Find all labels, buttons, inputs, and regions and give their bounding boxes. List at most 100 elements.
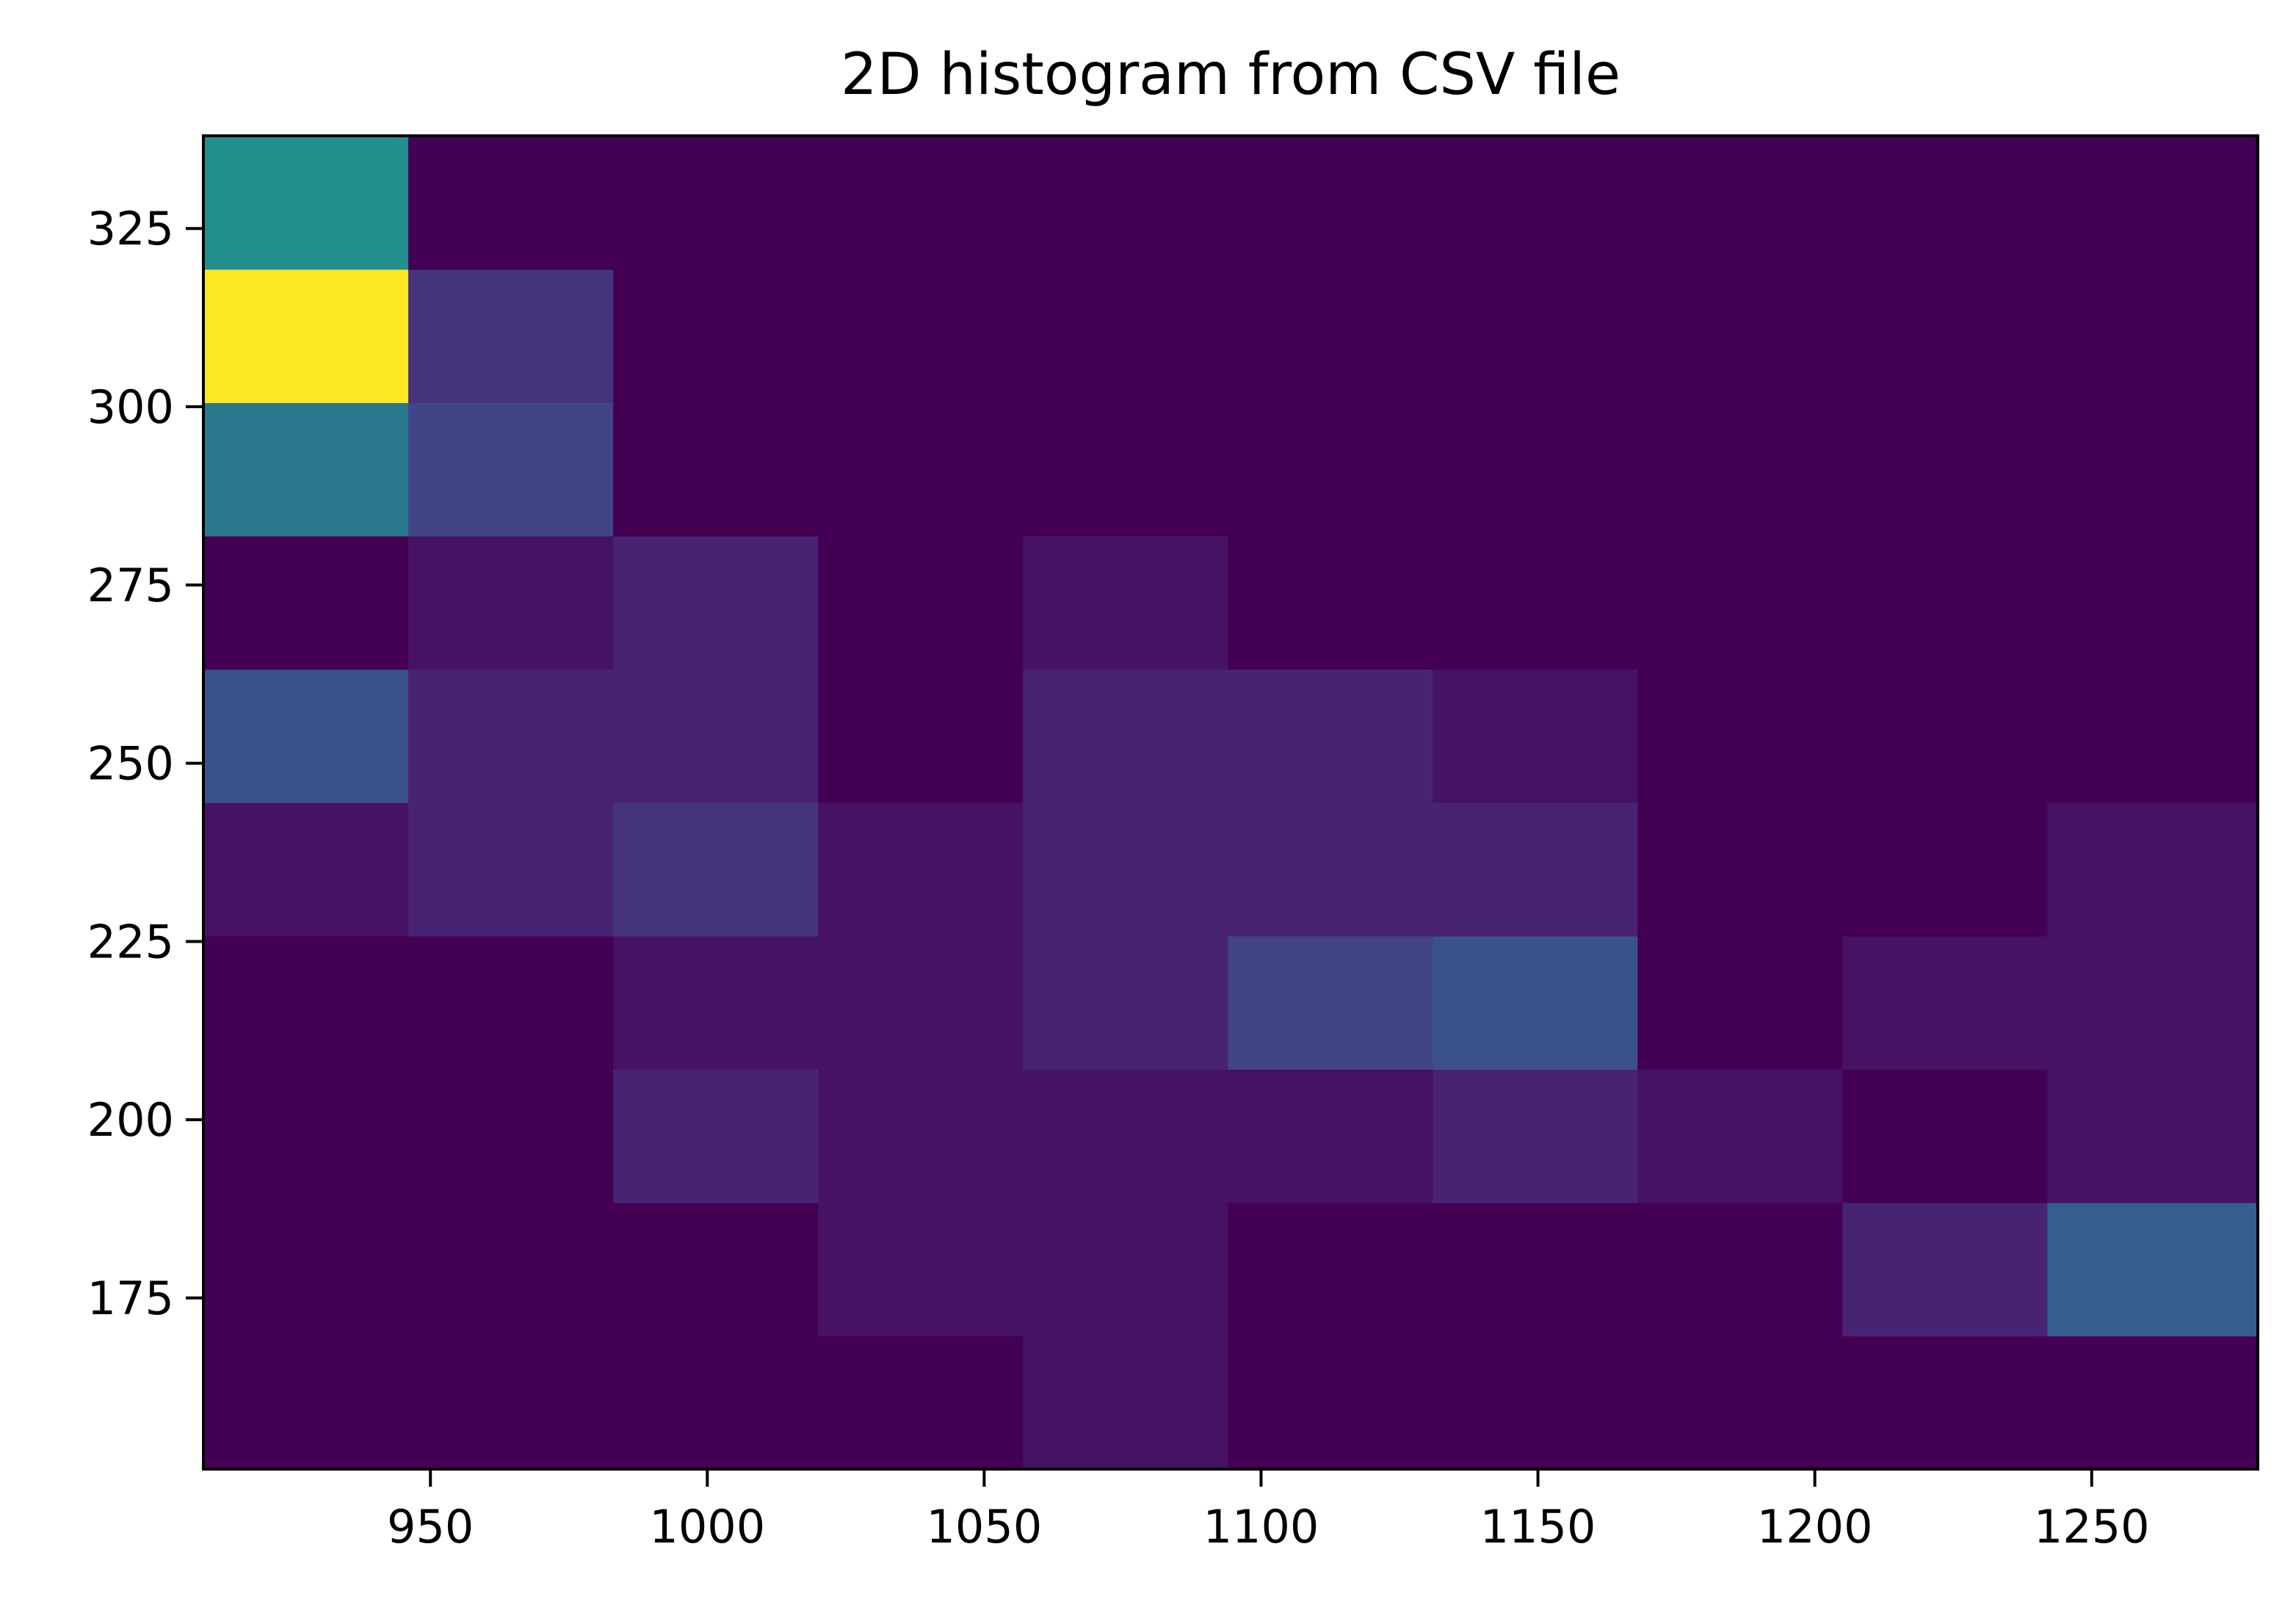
histogram-cell-r1-c3 xyxy=(818,1202,1024,1337)
histogram-cell-r1-c8 xyxy=(1842,1202,2049,1337)
histogram-cell-r3-c8 xyxy=(1842,935,2049,1070)
histogram-cell-r9-c0 xyxy=(203,136,409,270)
histogram-cell-r9-c3 xyxy=(818,136,1024,270)
histogram-cell-r8-c5 xyxy=(1228,269,1434,403)
histogram-cell-r9-c2 xyxy=(613,136,819,270)
histogram-cell-r1-c7 xyxy=(1637,1202,1844,1337)
histogram-cell-r7-c3 xyxy=(818,402,1024,537)
x-tick-label: 1250 xyxy=(2034,1500,2150,1554)
histogram-cell-r9-c6 xyxy=(1433,136,1639,270)
histogram-cell-r5-c9 xyxy=(2047,669,2259,803)
histogram-cell-r8-c7 xyxy=(1637,269,1844,403)
x-tick-label: 950 xyxy=(387,1500,474,1554)
y-axis: 175 200 225 250 275 300 325 xyxy=(87,202,203,1325)
histogram-cell-r0-c8 xyxy=(1842,1335,2049,1470)
histogram-cell-r7-c5 xyxy=(1228,402,1434,537)
histogram-cell-r4-c3 xyxy=(818,802,1024,937)
histogram-cell-r4-c4 xyxy=(1023,802,1229,937)
histogram-cell-r6-c4 xyxy=(1023,535,1229,670)
histogram-cell-r3-c0 xyxy=(203,935,409,1070)
histogram-cell-r4-c7 xyxy=(1637,802,1844,937)
histogram-cell-r5-c7 xyxy=(1637,669,1844,803)
y-tick-label: 275 xyxy=(87,559,174,612)
chart-title: 2D histogram from CSV file xyxy=(841,42,1620,108)
histogram-cell-r4-c6 xyxy=(1433,802,1639,937)
histogram-cell-r0-c1 xyxy=(408,1335,614,1470)
histogram-cell-r8-c8 xyxy=(1842,269,2049,403)
histogram-cell-r1-c1 xyxy=(408,1202,614,1337)
histogram-cell-r3-c2 xyxy=(613,935,819,1070)
histogram-cell-r3-c6 xyxy=(1433,935,1639,1070)
histogram-cell-r0-c6 xyxy=(1433,1335,1639,1470)
histogram-cell-r9-c9 xyxy=(2047,136,2259,270)
histogram-cell-r4-c0 xyxy=(203,802,409,937)
histogram-cell-r6-c6 xyxy=(1433,535,1639,670)
histogram-cells xyxy=(203,136,2259,1470)
histogram-cell-r7-c2 xyxy=(613,402,819,537)
histogram-cell-r4-c2 xyxy=(613,802,819,937)
histogram-cell-r0-c7 xyxy=(1637,1335,1844,1470)
histogram-cell-r2-c6 xyxy=(1433,1069,1639,1203)
histogram-cell-r1-c5 xyxy=(1228,1202,1434,1337)
histogram-cell-r8-c3 xyxy=(818,269,1024,403)
y-tick-label: 300 xyxy=(87,380,174,434)
histogram-cell-r7-c6 xyxy=(1433,402,1639,537)
histogram-cell-r4-c9 xyxy=(2047,802,2259,937)
histogram-cell-r1-c9 xyxy=(2047,1202,2259,1337)
histogram-cell-r2-c3 xyxy=(818,1069,1024,1203)
histogram-cell-r7-c4 xyxy=(1023,402,1229,537)
x-tick-label: 1200 xyxy=(1757,1500,1873,1554)
histogram-cell-r0-c9 xyxy=(2047,1335,2259,1470)
histogram-cell-r7-c8 xyxy=(1842,402,2049,537)
histogram-cell-r3-c4 xyxy=(1023,935,1229,1070)
histogram-cell-r6-c0 xyxy=(203,535,409,670)
histogram-cell-r7-c7 xyxy=(1637,402,1844,537)
histogram-cell-r4-c1 xyxy=(408,802,614,937)
histogram-cell-r8-c6 xyxy=(1433,269,1639,403)
histogram-cell-r6-c3 xyxy=(818,535,1024,670)
x-tick-label: 1100 xyxy=(1203,1500,1319,1554)
plot-frame xyxy=(202,134,2259,1471)
histogram-cell-r0-c0 xyxy=(203,1335,409,1470)
histogram-cell-r9-c1 xyxy=(408,136,614,270)
x-tick-label: 1000 xyxy=(649,1500,765,1554)
histogram-cell-r2-c8 xyxy=(1842,1069,2049,1203)
histogram-cell-r8-c9 xyxy=(2047,269,2259,403)
x-tick-label: 1050 xyxy=(926,1500,1042,1554)
histogram-cell-r9-c4 xyxy=(1023,136,1229,270)
histogram-cell-r4-c5 xyxy=(1228,802,1434,937)
histogram-cell-r9-c8 xyxy=(1842,136,2049,270)
histogram-cell-r0-c4 xyxy=(1023,1335,1229,1470)
histogram-cell-r3-c5 xyxy=(1228,935,1434,1070)
histogram-cell-r9-c5 xyxy=(1228,136,1434,270)
histogram-cell-r5-c4 xyxy=(1023,669,1229,803)
histogram-cell-r5-c6 xyxy=(1433,669,1639,803)
y-tick-label: 200 xyxy=(87,1093,174,1147)
histogram-cell-r6-c9 xyxy=(2047,535,2259,670)
histogram-cell-r5-c5 xyxy=(1228,669,1434,803)
histogram-cell-r8-c2 xyxy=(613,269,819,403)
histogram-cell-r8-c4 xyxy=(1023,269,1229,403)
y-tick-label: 250 xyxy=(87,737,174,791)
histogram-cell-r8-c1 xyxy=(408,269,614,403)
histogram-cell-r5-c3 xyxy=(818,669,1024,803)
histogram-cell-r6-c2 xyxy=(613,535,819,670)
histogram-cell-r8-c0 xyxy=(203,269,409,403)
histogram-cell-r2-c4 xyxy=(1023,1069,1229,1203)
histogram-cell-r2-c0 xyxy=(203,1069,409,1203)
histogram-cell-r1-c0 xyxy=(203,1202,409,1337)
histogram-cell-r6-c8 xyxy=(1842,535,2049,670)
histogram-cell-r0-c3 xyxy=(818,1335,1024,1470)
histogram-cell-r5-c0 xyxy=(203,669,409,803)
histogram-cell-r1-c2 xyxy=(613,1202,819,1337)
histogram-cell-r5-c8 xyxy=(1842,669,2049,803)
histogram-cell-r2-c1 xyxy=(408,1069,614,1203)
histogram-cell-r3-c7 xyxy=(1637,935,1844,1070)
histogram-cell-r5-c1 xyxy=(408,669,614,803)
histogram-cell-r5-c2 xyxy=(613,669,819,803)
histogram-cell-r3-c3 xyxy=(818,935,1024,1070)
histogram-cell-r2-c2 xyxy=(613,1069,819,1203)
histogram-cell-r7-c9 xyxy=(2047,402,2259,537)
x-axis: 950 1000 1050 1100 1150 1200 1250 xyxy=(387,1469,2150,1554)
